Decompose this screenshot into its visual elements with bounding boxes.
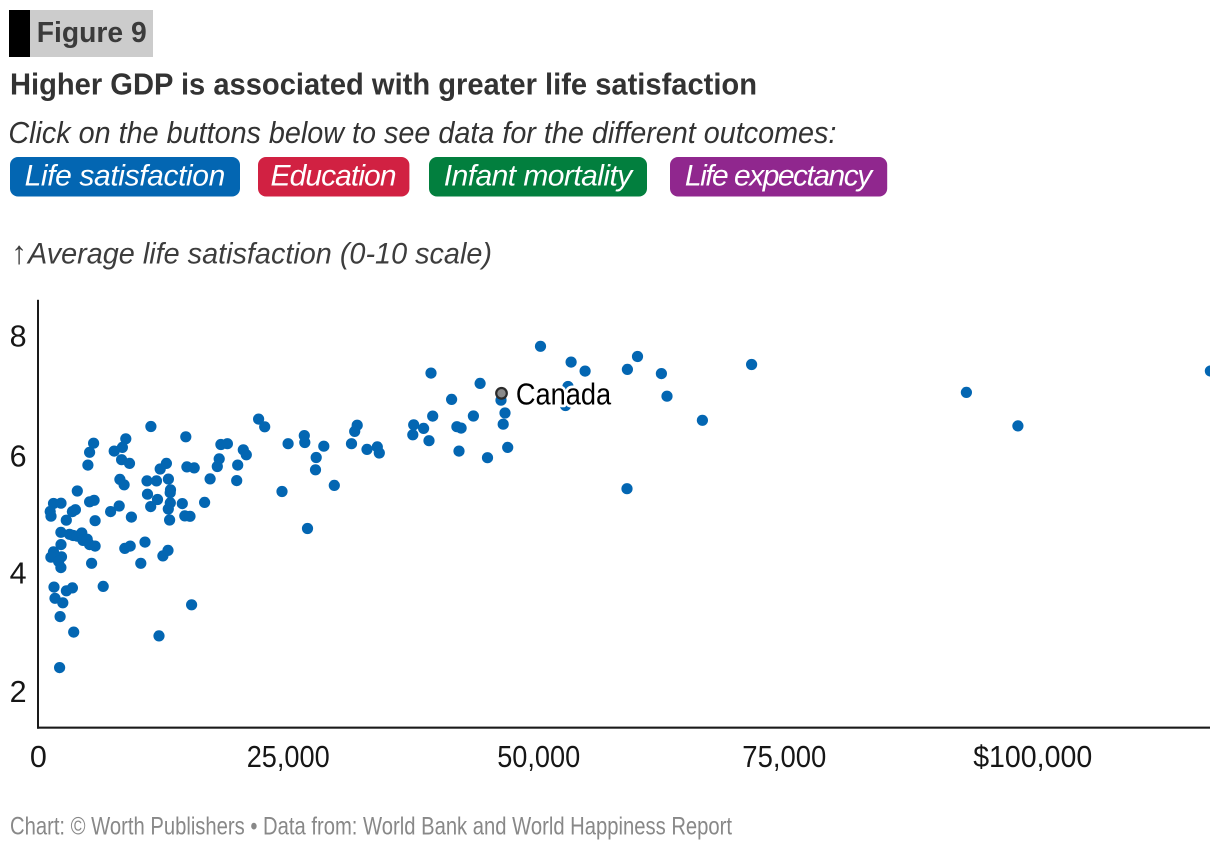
svg-text:4: 4 xyxy=(10,557,27,591)
svg-text:0: 0 xyxy=(30,740,47,774)
svg-text:8: 8 xyxy=(10,320,27,354)
svg-text:50,000: 50,000 xyxy=(497,740,580,774)
svg-text:6: 6 xyxy=(10,439,27,473)
svg-text:↑Average life satisfaction (0-: ↑Average life satisfaction (0-10 scale) xyxy=(11,235,492,271)
svg-text:Canada: Canada xyxy=(516,378,611,412)
svg-text:Click on the buttons below to: Click on the buttons below to see data f… xyxy=(8,115,836,150)
svg-text:$100,000: $100,000 xyxy=(973,740,1092,774)
svg-text:2: 2 xyxy=(10,675,27,709)
svg-text:Life expectancy: Life expectancy xyxy=(685,159,874,192)
svg-text:25,000: 25,000 xyxy=(247,740,330,774)
svg-text:Chart: © Worth Publishers • Da: Chart: © Worth Publishers • Data from: W… xyxy=(10,812,732,840)
svg-text:Life satisfaction: Life satisfaction xyxy=(25,159,226,192)
svg-text:Figure 9: Figure 9 xyxy=(37,17,147,49)
svg-text:Higher GDP is associated with: Higher GDP is associated with greater li… xyxy=(10,66,757,101)
svg-text:Education: Education xyxy=(271,159,397,192)
svg-text:75,000: 75,000 xyxy=(742,740,826,774)
svg-text:Infant mortality: Infant mortality xyxy=(444,159,635,192)
